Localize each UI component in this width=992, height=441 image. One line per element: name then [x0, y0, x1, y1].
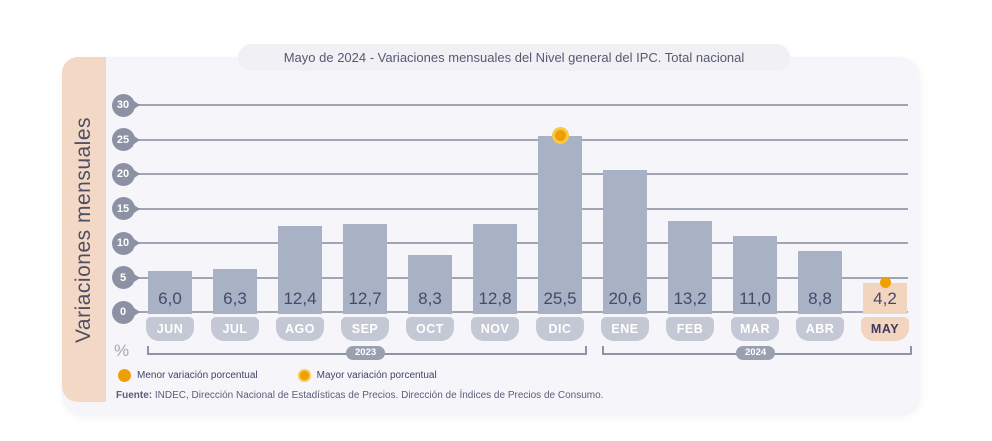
min-variation-marker-dot [879, 276, 891, 288]
y-tick-badge-10: 10 [111, 231, 140, 255]
gridline-15 [134, 207, 908, 210]
month-pill-mar: MAR [731, 317, 779, 341]
gridline-30 [134, 104, 908, 106]
month-pill-nov: NOV [471, 317, 519, 341]
bar-abr [798, 251, 842, 314]
month-pill-ene: ENE [601, 317, 649, 341]
bar-oct [408, 254, 452, 314]
gridline-20 [134, 173, 908, 175]
bar-value-jul: 6,3 [223, 289, 247, 308]
y-tick-badge-25: 25 [111, 128, 140, 151]
legend-ring-dot-icon [297, 369, 311, 382]
legend-item: Menor variación porcentual [118, 369, 258, 382]
y-axis-band: Variaciones mensuales [62, 57, 106, 402]
chart-title-pill: Mayo de 2024 - Variaciones mensuales del… [238, 44, 790, 71]
month-pill-may: MAY [861, 317, 909, 341]
chart-title: Mayo de 2024 - Variaciones mensuales del… [283, 50, 745, 65]
gridline-5 [134, 276, 908, 279]
bar-dic [538, 136, 582, 314]
legend: Menor variación porcentual Mayor variació… [118, 369, 437, 382]
year-pill-2024: 2024 [736, 346, 776, 360]
gridline-0 [134, 311, 908, 313]
bar-value-may: 4,2 [873, 289, 897, 308]
bar-value-ago: 12,4 [283, 289, 317, 308]
bar-jul [213, 268, 257, 314]
month-pill-ago: AGO [276, 317, 324, 341]
bar-jun [148, 270, 192, 314]
bar-sep [343, 224, 387, 314]
month-pill-oct: OCT [406, 317, 454, 341]
legend-label: Mayor variación porcentual [316, 370, 437, 381]
source-text: INDEC, Dirección Nacional de Estadística… [152, 390, 604, 401]
legend-item: Mayor variación porcentual [297, 369, 437, 382]
month-pill-jun: JUN [146, 317, 194, 341]
bar-nov [473, 223, 517, 314]
y-tick-badge-0: 0 [111, 300, 140, 324]
bar-ago [278, 226, 322, 314]
legend-label: Menor variación porcentual [137, 370, 258, 381]
source-note: Fuente: INDEC, Dirección Nacional de Est… [116, 390, 603, 401]
bar-value-ene: 20,6 [608, 289, 642, 308]
month-pill-jul: JUL [211, 317, 259, 341]
legend-solid-dot-icon [118, 369, 131, 382]
bar-ene [603, 169, 647, 314]
y-tick-badge-30: 30 [111, 93, 140, 117]
y-tick-badge-15: 15 [111, 197, 140, 220]
y-axis-title: Variaciones mensuales [72, 116, 95, 343]
gridline-25 [134, 138, 908, 141]
bar-value-nov: 12,8 [478, 289, 512, 308]
max-variation-marker-dot [551, 126, 569, 144]
year-pill-2023: 2023 [346, 346, 386, 360]
gridline-10 [134, 242, 908, 244]
bar-value-mar: 11,0 [739, 289, 771, 308]
bar-value-feb: 13,2 [673, 289, 707, 308]
bar-value-dic: 25,5 [543, 289, 577, 308]
bar-value-oct: 8,3 [418, 289, 442, 308]
bar-may [863, 283, 907, 314]
source-prefix: Fuente: [116, 390, 153, 401]
month-pill-feb: FEB [666, 317, 714, 341]
bar-feb [668, 220, 712, 314]
month-pill-sep: SEP [341, 317, 389, 341]
bar-mar [733, 236, 777, 314]
bar-value-jun: 6,0 [158, 289, 182, 308]
y-tick-badge-5: 5 [111, 266, 140, 289]
percent-unit-label: % [114, 341, 130, 360]
month-pill-dic: DIC [536, 317, 584, 341]
bar-value-abr: 8,8 [808, 289, 832, 308]
y-tick-badge-20: 20 [111, 162, 140, 186]
bar-value-sep: 12,7 [348, 289, 382, 308]
month-pill-abr: ABR [796, 317, 844, 341]
